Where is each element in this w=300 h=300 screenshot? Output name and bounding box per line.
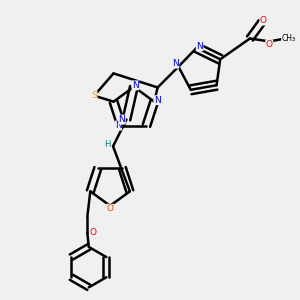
Text: S: S (91, 91, 97, 100)
Text: N: N (118, 115, 125, 124)
Text: N: N (115, 121, 122, 130)
Text: O: O (90, 229, 97, 238)
Text: N: N (196, 42, 203, 51)
Text: H: H (104, 140, 110, 149)
Text: N: N (172, 59, 179, 68)
Text: N: N (154, 96, 160, 105)
Text: N: N (132, 81, 139, 90)
Text: O: O (260, 16, 267, 25)
Text: CH₃: CH₃ (281, 34, 296, 43)
Text: O: O (106, 204, 114, 213)
Text: O: O (266, 40, 273, 49)
